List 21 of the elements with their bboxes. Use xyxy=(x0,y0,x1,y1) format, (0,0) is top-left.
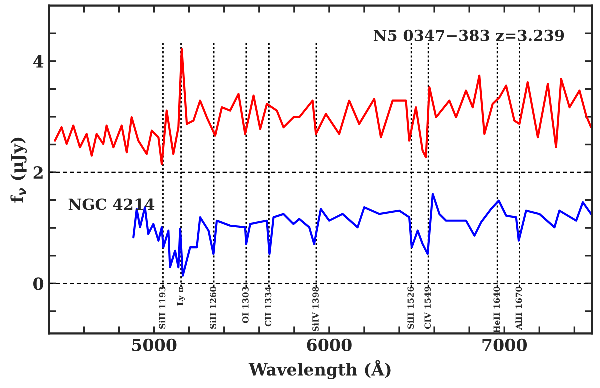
y-tick-label: 4 xyxy=(33,55,44,68)
line-series xyxy=(54,48,592,166)
ref-line-label: SiII 1526 xyxy=(408,286,414,329)
ref-line-label: OI 1303 xyxy=(242,286,249,324)
ref-line-label: CIV 1549 xyxy=(424,286,432,330)
x-tick-label: 6000 xyxy=(307,338,352,352)
y-tick-label: 0 xyxy=(34,278,44,290)
ref-line-label: AlII 1670 xyxy=(516,286,522,330)
y-tick-label: 2 xyxy=(34,166,43,179)
ref-line-label: CII 1334 xyxy=(265,286,272,327)
annotation: N5 0347−383 z=3.239 xyxy=(374,30,564,42)
x-tick-label: 7000 xyxy=(482,338,528,352)
annotation: NGC 4214 xyxy=(68,198,155,210)
ref-line-label: Ly α xyxy=(177,286,186,306)
ref-line-label: SiII 1260 xyxy=(210,286,216,329)
ref-line-label: HeII 1640 xyxy=(494,286,500,334)
ref-line-label: SiIV 1398 xyxy=(312,286,319,332)
x-tick-label: 5000 xyxy=(132,338,177,352)
x-axis-title: Wavelength (Å) xyxy=(248,360,391,380)
ref-line-label: SiII 1193 xyxy=(159,286,166,329)
y-axis-title: f$_{ν}$ (μJy) xyxy=(10,138,28,203)
